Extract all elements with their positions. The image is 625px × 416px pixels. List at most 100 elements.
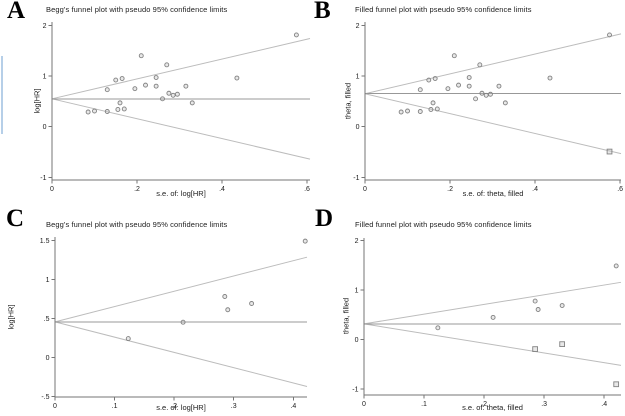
data-point [456,82,462,88]
panel-c-letter: C [6,205,25,232]
y-tick-label: 1 [43,74,47,81]
y-tick-label: 1 [356,74,360,81]
x-tick-label: .4 [219,186,225,193]
data-point [532,298,538,304]
panel-c-plot: 1.51.50-.50.1.2.3.4 [40,237,308,410]
x-tick-label: .2 [481,401,487,408]
panel-a-letter: A [7,0,26,24]
data-point [234,75,240,81]
y-tick-label: 2 [355,238,359,245]
data-point [164,62,170,68]
data-point [547,75,553,81]
data-point [559,303,565,308]
data-point [466,75,472,80]
panel-a-xaxis-label: s.e. of: log[HR] [156,189,206,198]
data-point [535,307,541,312]
upper-confidence-limit-line [363,281,622,325]
data-point [174,91,180,97]
upper-confidence-limit-line [51,38,311,100]
data-point [166,90,172,96]
lower-confidence-limit-line [364,93,622,155]
upper-confidence-limit-line [364,33,622,95]
data-point [302,238,308,244]
data-point [117,100,123,106]
y-tick-label: 2 [356,23,360,30]
data-point [496,83,502,89]
x-tick-label: .1 [421,401,427,408]
data-point [430,100,436,106]
imputed-data-point [559,341,566,348]
data-point [451,53,457,59]
data-point [607,32,612,38]
data-point [249,301,255,306]
panel-d-letter: D [315,205,334,232]
upper-confidence-limit-line [54,256,308,323]
data-point [434,106,440,112]
data-point [115,107,121,112]
data-point [153,83,159,89]
imputed-data-point [532,346,538,352]
y-tick-label: 0 [46,355,50,362]
data-point [125,336,131,342]
data-point [225,307,231,313]
data-point [479,90,485,96]
panel-b-xaxis-label: s.e. of: theta, filled [462,189,524,198]
imputed-data-point [606,148,613,155]
y-tick-label: 1 [355,288,359,295]
imputed-data-point [613,381,620,388]
data-point [428,107,434,112]
x-tick-label: 0 [53,403,57,410]
x-tick-label: 0 [363,186,367,193]
x-tick-label: .6 [617,186,623,193]
panel-d-plot: 2 1 0 -1 0 .1 .2 .3 .4 [352,238,622,408]
data-point [180,319,186,325]
data-point [132,86,138,92]
data-point [119,76,125,81]
data-point [183,83,189,89]
data-point [153,75,159,80]
data-point [417,87,423,93]
data-point [121,106,127,112]
y-tick-label: 0 [355,337,359,344]
data-point [189,100,195,106]
y-tick-label: 1.5 [40,238,50,245]
y-tick-label: -.5 [41,394,49,401]
data-point [85,109,91,115]
data-point [104,109,110,114]
data-point [473,96,479,102]
x-tick-label: .6 [304,186,310,193]
data-point [104,87,110,93]
data-point [487,91,493,97]
data-point [293,32,299,38]
x-tick-label: .2 [171,403,177,410]
data-point [490,314,496,320]
x-tick-label: 0 [362,401,366,408]
panel-a-plot: 2 1 0 -1 0 .2 .4 .6 [40,22,311,193]
data-point [143,82,148,88]
data-point [483,92,489,98]
x-tick-label: .4 [532,186,538,193]
data-point [477,62,483,68]
data-point [398,109,404,115]
panel-c-xaxis-label: s.e. of: log[HR] [156,403,206,412]
lower-confidence-limit-line [54,321,308,387]
data-point [92,108,97,114]
x-tick-label: .3 [541,401,547,408]
data-point [222,294,228,299]
data-point [170,92,176,98]
data-point [432,76,438,81]
panel-d-title: Filled funnel plot with pseudo 95% confi… [355,220,532,229]
data-point [113,77,119,83]
x-tick-label: .4 [290,403,296,410]
x-tick-label: .4 [601,401,607,408]
lower-confidence-limit-line [51,98,311,160]
panel-b-letter: B [314,0,331,24]
y-tick-label: .5 [44,316,50,323]
data-point [417,109,423,114]
y-tick-label: -1 [352,387,358,394]
panel-c-title: Begg's funnel plot with pseudo 95% confi… [46,220,228,229]
panel-b-title: Filled funnel plot with pseudo 95% confi… [355,5,532,14]
x-tick-label: .2 [447,186,453,193]
data-point [405,108,410,114]
